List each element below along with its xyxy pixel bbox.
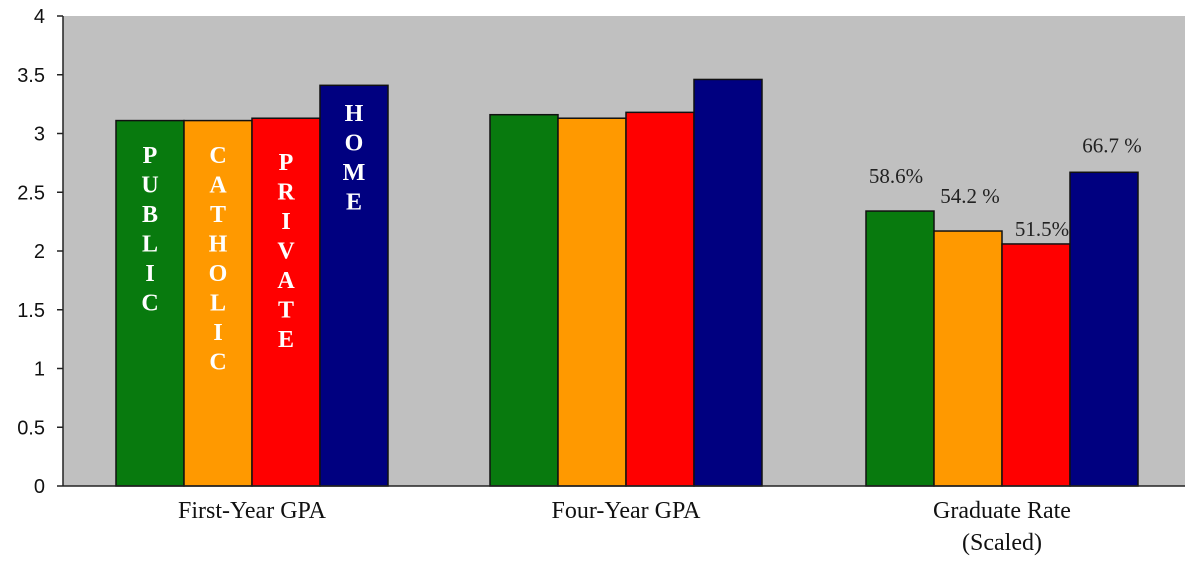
- data-label-home: 66.7 %: [1082, 133, 1142, 157]
- data-labels-group: 58.6% 54.2 % 51.5% 66.7 %: [869, 133, 1142, 241]
- y-tick-label: 3: [34, 124, 45, 146]
- x-category-label: Four-Year GPA: [552, 498, 702, 524]
- bar-catholic-1: [557, 117, 627, 487]
- x-category-label: Graduate Rate (Scaled): [933, 498, 1071, 556]
- bar-private-2: [1001, 243, 1071, 487]
- y-tick-label: 4: [34, 6, 45, 28]
- bar-private-0: [251, 117, 321, 487]
- bar-public-1: [489, 113, 559, 487]
- y-axis-ticks: 0 0.5 1 1.5 2 2.5 3 3.5 4: [17, 6, 63, 498]
- y-tick-label: 0: [34, 476, 45, 498]
- bar-private-1: [625, 111, 695, 487]
- bar-public-0: [115, 119, 185, 487]
- x-axis-category-labels: First-Year GPA Four-Year GPA Graduate Rate…: [178, 498, 1071, 556]
- data-label-public: 58.6%: [869, 164, 923, 188]
- bars-group: [115, 78, 1139, 487]
- bar-home-1: [693, 78, 763, 487]
- data-label-private: 51.5%: [1015, 217, 1069, 241]
- y-tick-label: 3.5: [17, 65, 45, 87]
- y-tick-label: 1.5: [17, 300, 45, 322]
- bar-home-2: [1069, 171, 1139, 487]
- bar-catholic-2: [933, 230, 1003, 487]
- y-tick-label: 2: [34, 241, 45, 263]
- bar-home-0: [319, 84, 389, 487]
- x-category-label: First-Year GPA: [178, 498, 327, 524]
- y-tick-label: 0.5: [17, 417, 45, 439]
- y-tick-label: 2.5: [17, 182, 45, 204]
- series-name-labels: P U B L I C C A T H O L I C P R I V A T E H O M E: [141, 101, 365, 376]
- bar-public-2: [865, 210, 935, 487]
- data-label-catholic: 54.2 %: [940, 184, 1000, 208]
- y-tick-label: 1: [34, 359, 45, 381]
